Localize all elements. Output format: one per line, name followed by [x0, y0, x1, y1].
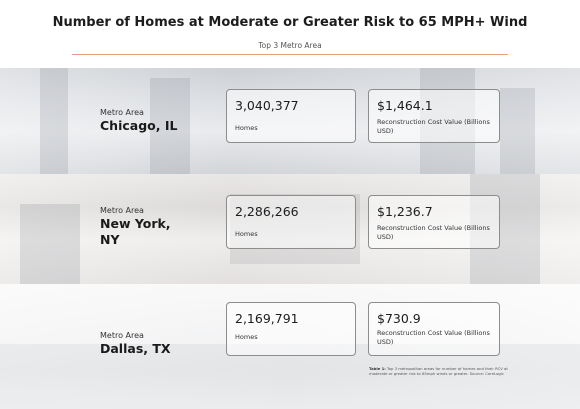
header: Number of Homes at Moderate or Greater R…: [0, 0, 580, 66]
homes-value: 3,040,377: [235, 98, 299, 113]
homes-card-chicago: 3,040,377 Homes: [226, 89, 356, 143]
cost-value: $730.9: [377, 311, 421, 326]
page-subtitle: Top 3 Metro Area: [258, 41, 322, 50]
cost-label: Reconstruction Cost Value (Billions USD): [377, 329, 490, 346]
metro-area-label: Metro Area: [100, 108, 144, 117]
metro-name-dallas: Dallas, TX: [100, 341, 171, 356]
homes-label: Homes: [235, 230, 258, 238]
homes-label: Homes: [235, 333, 258, 341]
homes-value: 2,169,791: [235, 311, 299, 326]
background-building: [150, 78, 190, 174]
background-building: [40, 68, 68, 174]
metro-name-new-york: New York, NY: [100, 216, 171, 247]
metro-area-label: Metro Area: [100, 206, 144, 215]
footnote-prefix: Table 1:: [369, 366, 386, 371]
cost-value: $1,464.1: [377, 98, 433, 113]
footnote-text: Top 3 metropolitan areas for number of h…: [369, 366, 508, 376]
cost-value: $1,236.7: [377, 204, 433, 219]
cost-label: Reconstruction Cost Value (Billions USD): [377, 118, 490, 135]
homes-card-new-york: 2,286,266 Homes: [226, 195, 356, 249]
metro-name-chicago: Chicago, IL: [100, 118, 178, 133]
background-building: [20, 204, 80, 284]
cost-card-chicago: $1,464.1 Reconstruction Cost Value (Bill…: [368, 89, 500, 143]
page-title: Number of Homes at Moderate or Greater R…: [52, 15, 528, 30]
background-building: [500, 88, 535, 174]
homes-card-dallas: 2,169,791 Homes: [226, 302, 356, 356]
metro-area-label: Metro Area: [100, 331, 144, 340]
homes-value: 2,286,266: [235, 204, 299, 219]
cost-card-dallas: $730.9 Reconstruction Cost Value (Billio…: [368, 302, 500, 356]
homes-label: Homes: [235, 124, 258, 132]
header-divider: [72, 54, 508, 55]
cost-card-new-york: $1,236.7 Reconstruction Cost Value (Bill…: [368, 195, 500, 249]
table-footnote: Table 1: Top 3 metropolitan areas for nu…: [369, 366, 509, 376]
cost-label: Reconstruction Cost Value (Billions USD): [377, 224, 490, 241]
